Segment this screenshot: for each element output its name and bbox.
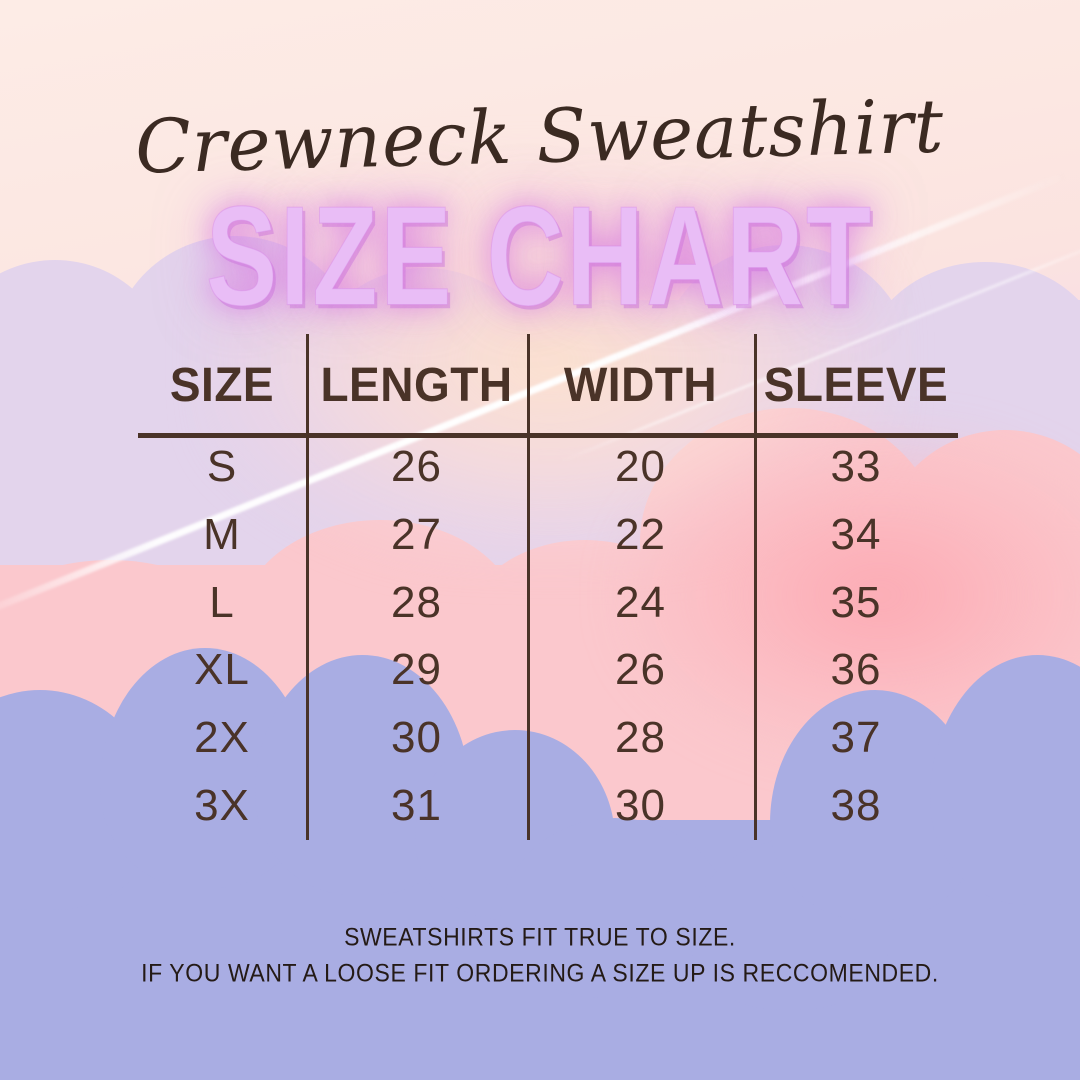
table-header-size: SIZE <box>169 356 275 411</box>
table-header-rule <box>138 433 958 438</box>
table-row: M <box>203 509 241 559</box>
table-column-divider-3 <box>754 334 757 840</box>
table-row: 2X <box>194 713 250 763</box>
table-row: 26 <box>391 441 442 491</box>
footer-notes: SWEATSHIRTS FIT TRUE TO SIZE. IF YOU WAN… <box>0 920 1080 991</box>
table-header-sleeve: SLEEVE <box>763 356 949 411</box>
table-column-divider-1 <box>306 334 309 840</box>
table-row: 27 <box>391 509 442 559</box>
table-row: 30 <box>615 781 666 831</box>
table-row: 31 <box>391 781 442 831</box>
table-column-divider-2 <box>527 334 530 840</box>
table-row: 33 <box>830 441 882 491</box>
footer-line-2: IF YOU WANT A LOOSE FIT ORDERING A SIZE … <box>141 958 939 987</box>
table-header-width: WIDTH <box>563 356 718 411</box>
footer-line-1: SWEATSHIRTS FIT TRUE TO SIZE. <box>344 922 736 951</box>
table-row: XL <box>194 645 250 695</box>
product-name-script-title: Crewneck Sweatshirt <box>134 83 946 191</box>
periwinkle-cloud-bump <box>500 818 730 998</box>
size-table: SIZE LENGTH WIDTH SLEEVE S 26 20 33 M 27… <box>138 334 958 840</box>
table-row: 38 <box>830 781 882 831</box>
table-row: 20 <box>615 441 666 491</box>
table-row: 29 <box>391 645 442 695</box>
table-header-length: LENGTH <box>320 356 513 411</box>
table-row: S <box>206 441 238 491</box>
table-row: 26 <box>615 645 666 695</box>
title-container: Crewneck Sweatshirt <box>0 83 1080 190</box>
table-grid: SIZE LENGTH WIDTH SLEEVE S 26 20 33 M 27… <box>138 334 958 840</box>
table-row: 3X <box>194 781 250 831</box>
table-row: 34 <box>830 509 882 559</box>
table-row: 22 <box>615 509 666 559</box>
table-row: 37 <box>830 713 882 763</box>
table-row: 24 <box>615 577 666 627</box>
table-row: 28 <box>615 713 666 763</box>
table-row: L <box>209 577 235 627</box>
table-row: 28 <box>391 577 442 627</box>
table-row: 30 <box>391 713 442 763</box>
table-row: 36 <box>830 645 882 695</box>
table-row: 35 <box>830 577 882 627</box>
page-title: SIZE CHART <box>206 176 874 336</box>
